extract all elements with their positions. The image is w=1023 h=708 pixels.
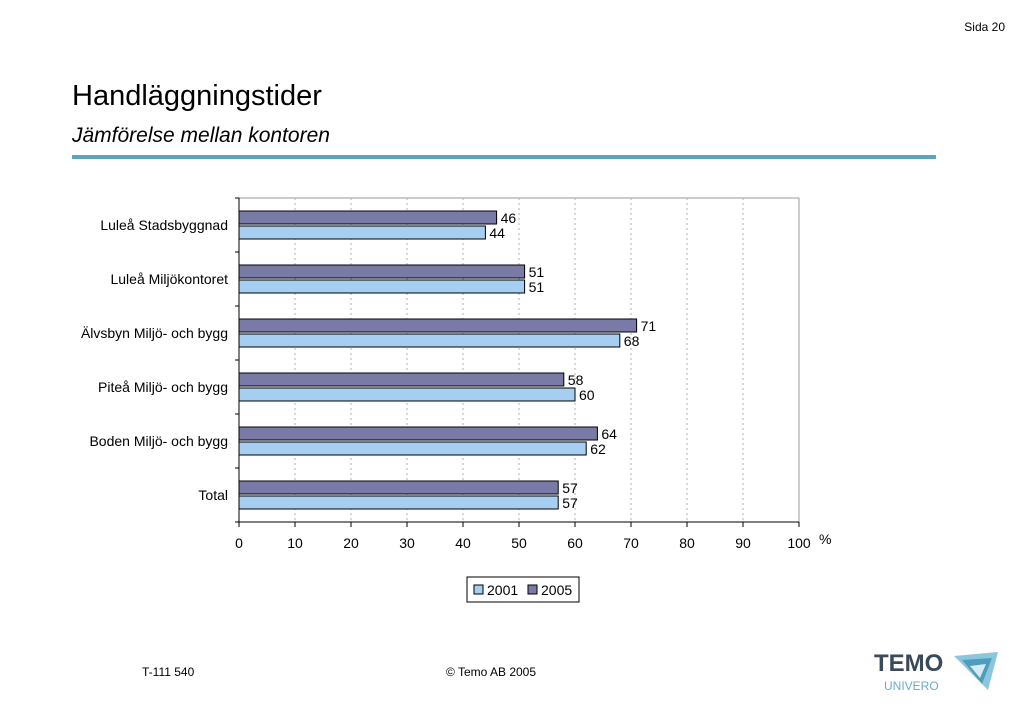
document-code: T-111 540 — [142, 665, 195, 679]
bar-2001 — [238, 279, 526, 294]
data-label-2005: 64 — [601, 426, 617, 442]
category-label: Luleå Stadsbyggnad — [100, 217, 228, 233]
page-title: Handläggningstider — [72, 80, 322, 112]
logo-mark-icon — [954, 652, 998, 690]
x-tick-label: 70 — [623, 535, 639, 551]
category-label: Älvsbyn Miljö- och bygg — [81, 325, 228, 341]
bar-2001 — [238, 333, 621, 348]
data-label-2005: 71 — [641, 318, 657, 334]
bar-2005 — [238, 210, 498, 225]
legend-swatch-2005 — [527, 584, 538, 595]
x-tick-label: 80 — [679, 535, 695, 551]
bar-2005 — [238, 264, 526, 279]
bar-2005 — [238, 480, 559, 495]
bar-2001 — [238, 387, 576, 402]
data-label-2001: 57 — [562, 495, 578, 511]
x-tick-label: 30 — [399, 535, 415, 551]
category-label: Total — [198, 487, 228, 503]
x-tick-label: 90 — [735, 535, 751, 551]
bar-2001 — [238, 495, 559, 510]
legend-swatch-2001 — [473, 584, 484, 595]
legend-box — [466, 576, 580, 603]
x-tick-label: 20 — [343, 535, 359, 551]
data-label-2005: 51 — [529, 264, 545, 280]
bar-2001 — [238, 225, 486, 240]
page-subtitle: Jämförelse mellan kontoren — [72, 124, 330, 147]
logo-subtext: UNIVERO — [884, 679, 939, 693]
data-label-2001: 51 — [529, 279, 545, 295]
data-label-2005: 57 — [562, 480, 578, 496]
category-label: Piteå Miljö- och bygg — [98, 379, 228, 395]
bar-2005 — [238, 426, 598, 441]
data-label-2005: 46 — [501, 210, 517, 226]
x-tick-label: 40 — [455, 535, 471, 551]
legend-label-2001: 2001 — [487, 582, 518, 598]
x-tick-label: 0 — [235, 535, 243, 551]
logo-wordmark: TEMO — [874, 650, 944, 677]
page-number: Sida 20 — [964, 20, 1005, 34]
x-tick-label: 50 — [511, 535, 527, 551]
x-tick-label: 60 — [567, 535, 583, 551]
bar-chart: 0 10 20 30 40 50 60 70 80 90 100 % Luleå Stadsbyggna… — [81, 197, 831, 603]
title-divider — [72, 155, 936, 159]
bar-2001 — [238, 441, 587, 456]
data-label-2001: 62 — [590, 441, 606, 457]
temo-logo: TEMO UNIVERO — [872, 650, 1002, 700]
copyright-notice: © Temo AB 2005 — [446, 665, 537, 679]
data-label-2005: 58 — [568, 372, 584, 388]
x-tick-label: 10 — [287, 535, 303, 551]
data-label-2001: 68 — [624, 333, 640, 349]
x-tick-label: 100 — [787, 535, 811, 551]
legend-label-2005: 2005 — [541, 582, 572, 598]
data-label-2001: 44 — [489, 225, 505, 241]
category-label: Luleå Miljökontoret — [110, 271, 228, 287]
bar-2005 — [238, 318, 638, 333]
category-label: Boden Miljö- och bygg — [89, 433, 228, 449]
bar-2005 — [238, 372, 565, 387]
data-label-2001: 60 — [579, 387, 595, 403]
x-axis-label: % — [819, 531, 831, 547]
